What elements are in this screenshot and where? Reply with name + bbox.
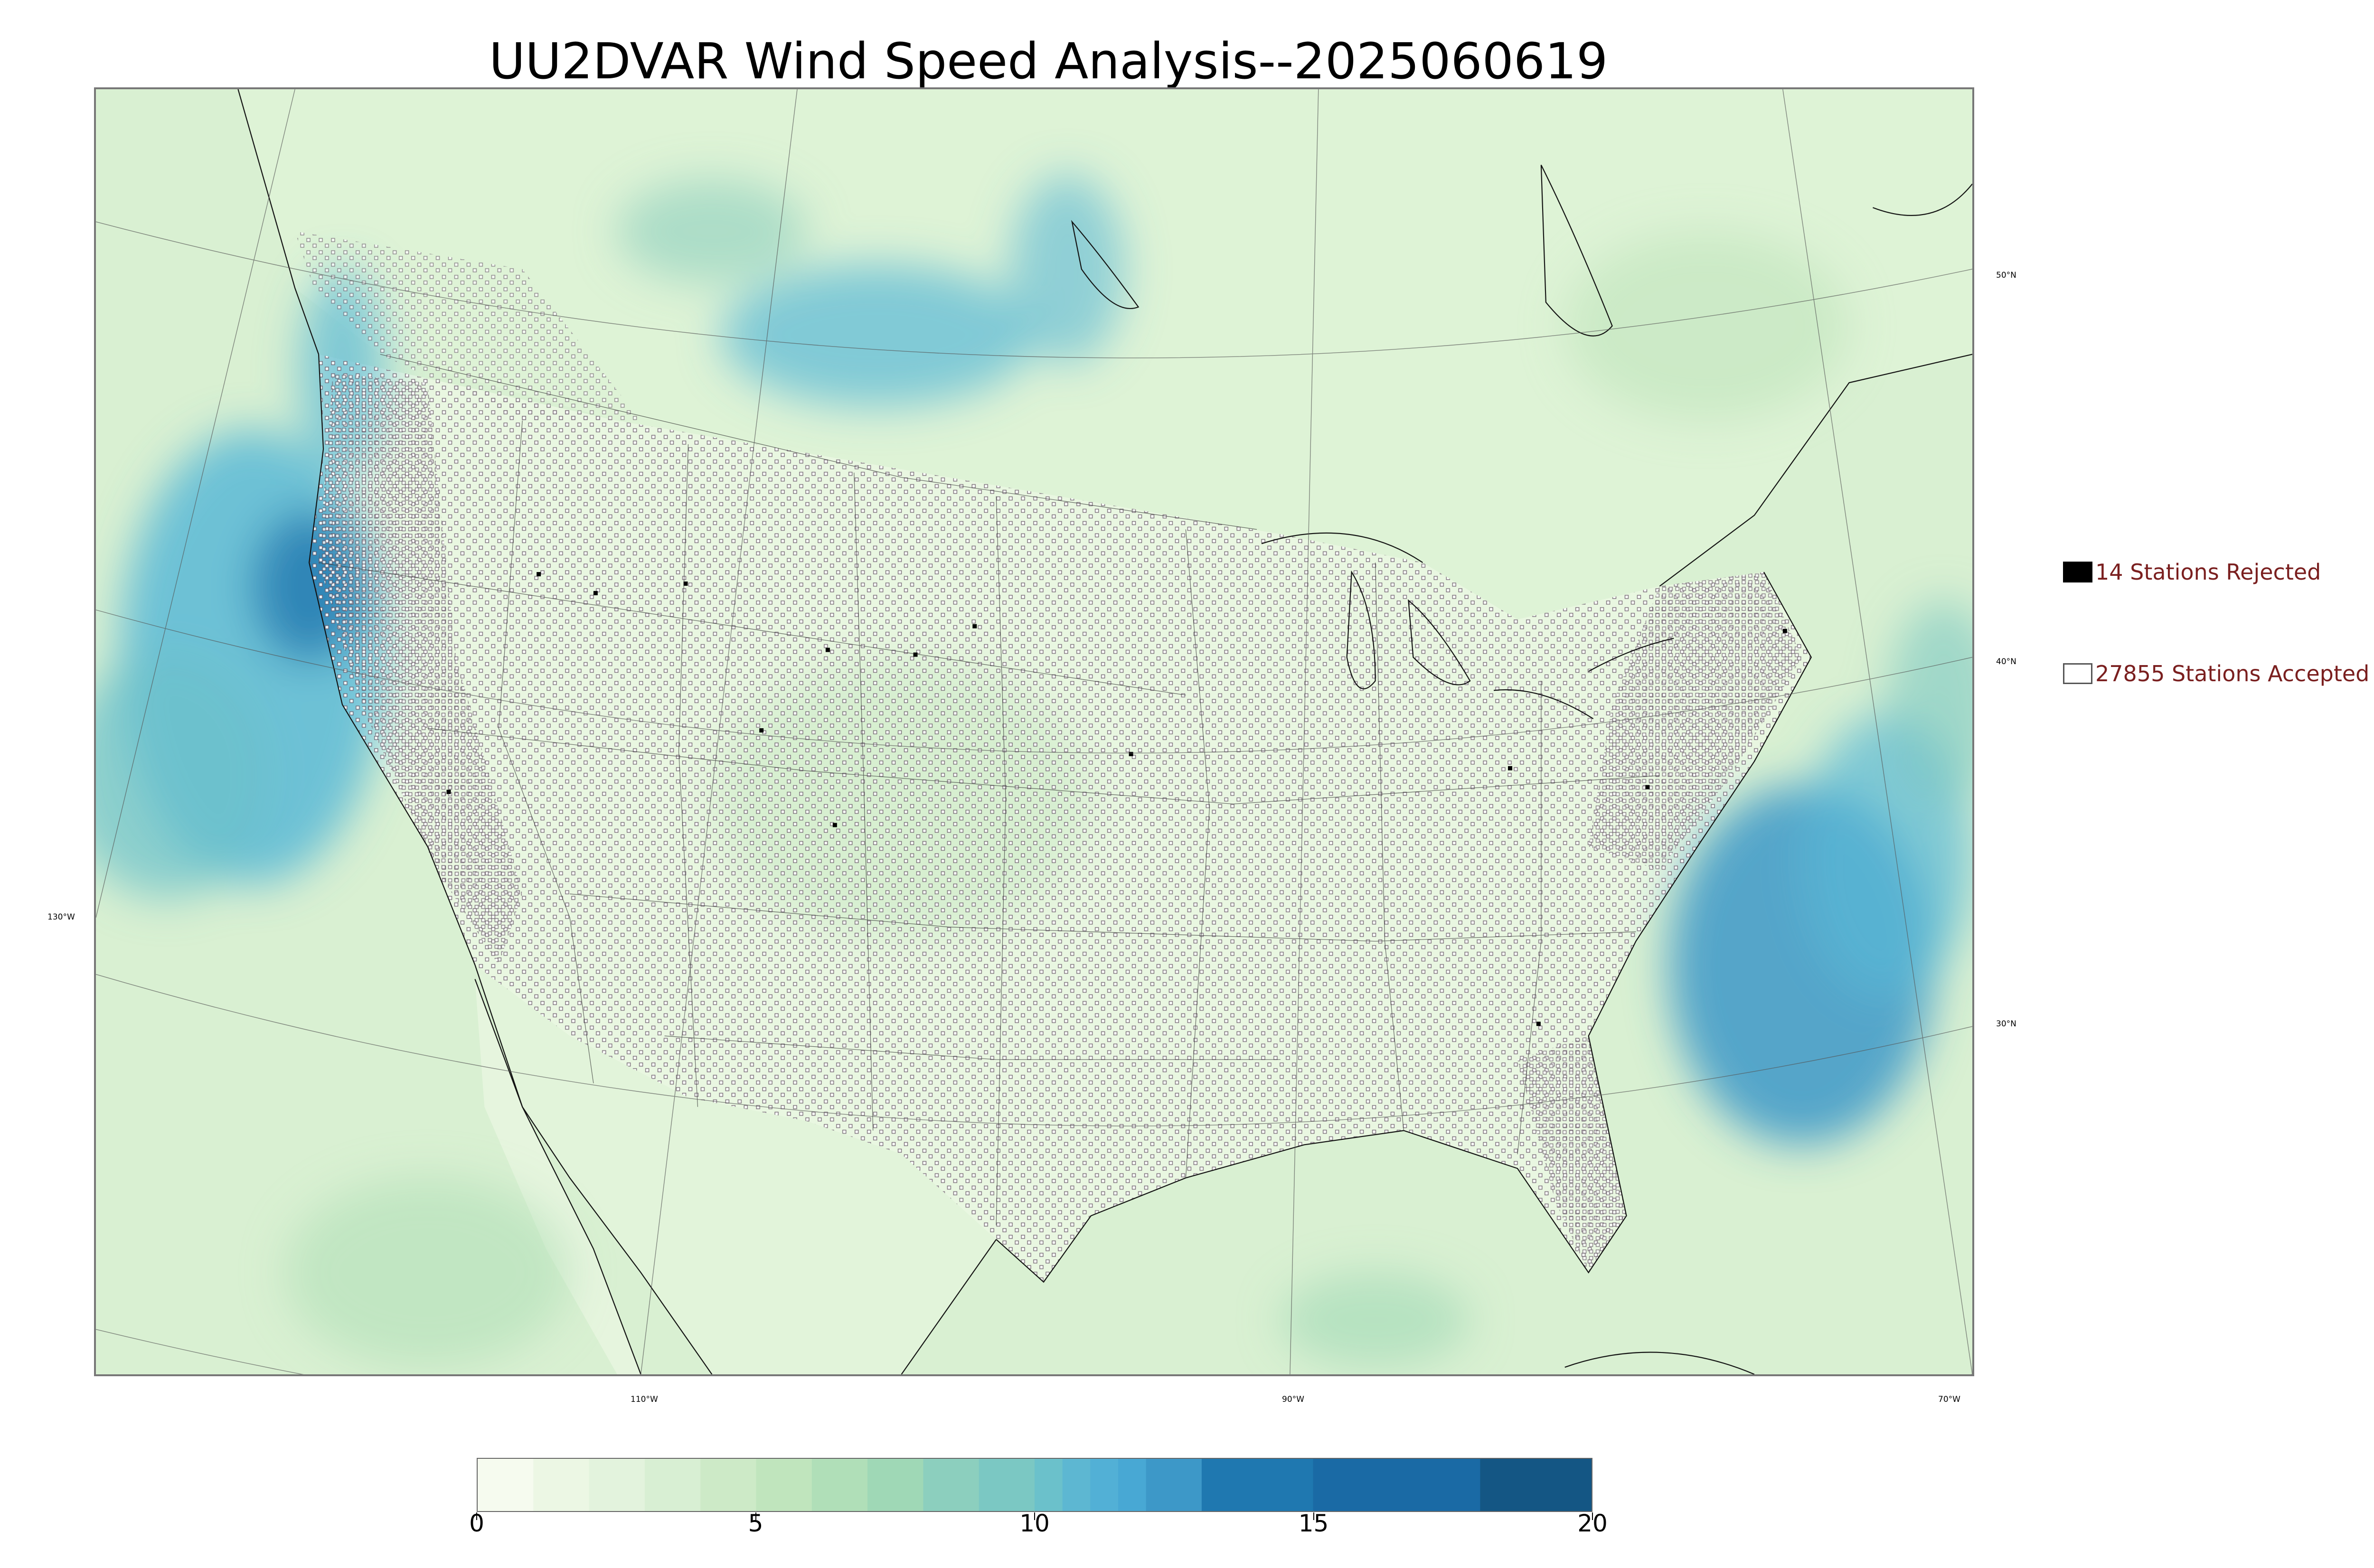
- colorbar-gradient: [478, 1459, 1592, 1511]
- colorbar-segment: [1062, 1459, 1091, 1511]
- colorbar-segment: [644, 1459, 701, 1511]
- colorbar-segment: [1201, 1459, 1313, 1511]
- colorbar-segment: [700, 1459, 756, 1511]
- colorbar-tick-mark: [1592, 1512, 1593, 1520]
- colorbar-tick-mark: [755, 1512, 756, 1520]
- colorbar-tick-mark: [1034, 1512, 1035, 1520]
- colorbar-segment: [478, 1459, 534, 1511]
- graticule: [96, 89, 1972, 1374]
- lon-label-70w: 70°W: [1938, 1395, 1960, 1404]
- colorbar-segment: [1035, 1459, 1063, 1511]
- colorbar: [477, 1458, 1592, 1512]
- map-canvas: [96, 89, 1972, 1374]
- rejected-label: 14 Stations Rejected: [2095, 559, 2321, 585]
- colorbar-segment: [923, 1459, 980, 1511]
- baja-peninsula: [475, 979, 641, 1374]
- colorbar-segment: [756, 1459, 812, 1511]
- colorbar-tick-label: 5: [748, 1510, 763, 1537]
- colorbar-segment: [1313, 1459, 1480, 1511]
- colorbar-segment: [867, 1459, 923, 1511]
- lon-label-90w: 90°W: [1282, 1395, 1304, 1404]
- colorbar-tick-label: 15: [1298, 1510, 1329, 1537]
- accepted-label: 27855 Stations Accepted: [2095, 661, 2370, 686]
- station-markers: [295, 231, 1811, 1282]
- lon-label-130w: 130°W: [47, 912, 75, 922]
- lat-label-40n: 40°N: [1996, 657, 2016, 667]
- colorbar-segment: [533, 1459, 590, 1511]
- legend-rejected: 14 Stations Rejected: [2063, 559, 2321, 585]
- legend-accepted: 27855 Stations Accepted: [2063, 661, 2369, 686]
- lon-label-110w: 110°W: [631, 1395, 658, 1404]
- state-borders: [318, 354, 1660, 1225]
- colorbar-segment: [811, 1459, 868, 1511]
- colorbar-tick-mark: [1313, 1512, 1314, 1520]
- colorbar-tick-label: 20: [1577, 1510, 1608, 1537]
- rejected-marker-icon: [2063, 562, 2092, 582]
- lat-label-30n: 30°N: [1996, 1019, 2016, 1029]
- lat-label-50n: 50°N: [1996, 271, 2016, 280]
- colorbar-segment: [1146, 1459, 1202, 1511]
- colorbar-segment: [1090, 1459, 1119, 1511]
- mexico-land: [475, 965, 997, 1374]
- accepted-marker-icon: [2063, 663, 2092, 684]
- map-title: UU2DVAR Wind Speed Analysis--2025060619: [489, 32, 1608, 90]
- colorbar-segment: [589, 1459, 645, 1511]
- colorbar-segment: [1118, 1459, 1147, 1511]
- coastlines: [237, 89, 1972, 1374]
- colorbar-segment: [1480, 1459, 1592, 1511]
- colorbar-tick-mark: [476, 1512, 477, 1520]
- rejected-stations: [446, 572, 1787, 1026]
- colorbar-tick-label: 10: [1019, 1510, 1050, 1537]
- colorbar-segment: [979, 1459, 1035, 1511]
- colorbar-tick-label: 0: [469, 1510, 484, 1537]
- wind-speed-map: [94, 87, 1974, 1376]
